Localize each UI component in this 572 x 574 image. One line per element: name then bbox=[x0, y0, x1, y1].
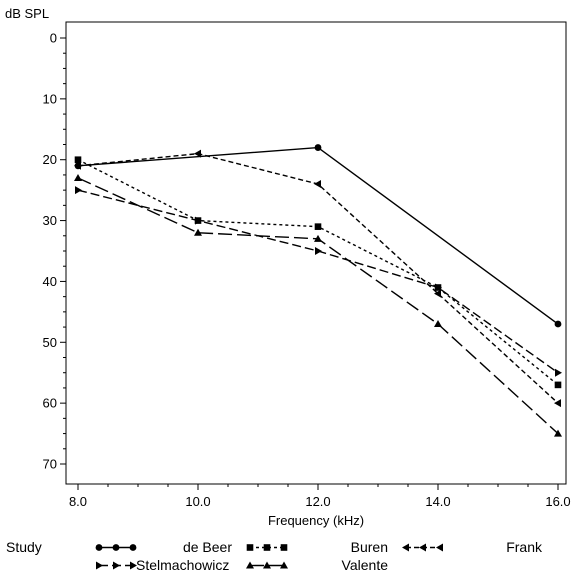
y-tick-label: 0 bbox=[50, 31, 57, 46]
series-line-frank bbox=[77, 189, 559, 374]
y-tick-label: 70 bbox=[43, 457, 57, 472]
data-point-frank bbox=[555, 368, 562, 377]
series-layer bbox=[74, 144, 562, 437]
legend-marker bbox=[129, 544, 137, 551]
legend-marker bbox=[280, 561, 288, 569]
legend-marker bbox=[402, 543, 409, 552]
data-point-frank bbox=[315, 247, 322, 255]
x-tick-label: 8.0 bbox=[69, 494, 87, 509]
legend-marker bbox=[113, 561, 120, 570]
plot-border bbox=[65, 21, 567, 485]
data-point-buren bbox=[194, 149, 201, 158]
data-point-de-beer bbox=[314, 223, 322, 230]
data-point-valente bbox=[314, 144, 322, 151]
legend-label-valente: Valente bbox=[342, 557, 389, 573]
legend-sample-frank bbox=[96, 561, 137, 570]
x-tick-label: 10.0 bbox=[185, 494, 210, 509]
legend-title: Study bbox=[6, 539, 42, 555]
y-tick-label: 60 bbox=[43, 396, 57, 411]
legend-label-de-beer: de Beer bbox=[183, 539, 232, 555]
data-point-stelmachowicz bbox=[194, 228, 202, 236]
legend: Study de Beer Buren Frank Stelmachowicz Vale… bbox=[6, 539, 543, 573]
y-tick-label: 30 bbox=[43, 213, 57, 228]
y-tick-label: 40 bbox=[43, 274, 57, 289]
legend-marker bbox=[263, 561, 271, 569]
data-point-buren bbox=[554, 399, 561, 408]
legend-sample-stelmachowicz bbox=[246, 561, 288, 569]
legend-marker bbox=[436, 543, 443, 552]
legend-sample-buren bbox=[402, 543, 443, 552]
plot-frame bbox=[65, 21, 567, 485]
series-line-buren bbox=[77, 152, 559, 404]
x-tick-label: 14.0 bbox=[425, 494, 450, 509]
legend-marker bbox=[246, 561, 254, 569]
x-tick-label: 12.0 bbox=[305, 494, 330, 509]
legend-label-buren: Buren bbox=[351, 539, 388, 555]
data-point-stelmachowicz bbox=[74, 173, 82, 181]
series-line-stelmachowicz bbox=[77, 177, 559, 435]
legend-marker bbox=[280, 544, 288, 551]
y-axis-title: dB SPL bbox=[5, 6, 49, 21]
data-point-buren bbox=[314, 180, 321, 189]
legend-sample-valente bbox=[95, 544, 137, 551]
legend-label-frank: Frank bbox=[506, 539, 543, 555]
x-tick-label: 16.0 bbox=[545, 494, 570, 509]
x-axis: 8.0 10.0 12.0 14.0 16.0 bbox=[69, 484, 571, 509]
legend-sample-de-beer bbox=[246, 544, 288, 551]
data-point-valente bbox=[74, 162, 82, 170]
series-line-de-beer bbox=[77, 159, 559, 386]
data-point-frank bbox=[195, 216, 202, 225]
series-frank bbox=[75, 186, 562, 377]
legend-marker bbox=[419, 543, 426, 552]
series-stelmachowicz bbox=[74, 173, 562, 437]
data-point-valente bbox=[554, 320, 562, 328]
y-tick-label: 20 bbox=[43, 152, 57, 167]
data-point-de-beer bbox=[74, 156, 82, 164]
series-valente bbox=[74, 144, 562, 328]
series-buren bbox=[74, 149, 561, 408]
data-point-frank bbox=[75, 186, 82, 195]
legend-marker bbox=[246, 544, 254, 551]
data-point-stelmachowicz bbox=[314, 234, 322, 242]
y-tick-label: 10 bbox=[43, 91, 57, 106]
data-point-frank bbox=[435, 283, 442, 292]
data-point-buren bbox=[434, 289, 441, 298]
legend-marker bbox=[263, 544, 271, 551]
data-point-stelmachowicz bbox=[554, 429, 562, 437]
legend-label-stelmachowicz: Stelmachowicz bbox=[136, 557, 229, 573]
data-point-stelmachowicz bbox=[434, 320, 442, 328]
data-point-de-beer bbox=[554, 381, 562, 389]
legend-marker bbox=[96, 561, 103, 570]
y-tick-label: 50 bbox=[43, 335, 57, 350]
x-axis-title: Frequency (kHz) bbox=[268, 513, 364, 528]
legend-marker bbox=[130, 561, 137, 570]
legend-marker bbox=[112, 544, 120, 551]
legend-marker bbox=[95, 544, 103, 551]
y-axis: 0 10 20 30 40 50 60 70 bbox=[43, 31, 66, 472]
